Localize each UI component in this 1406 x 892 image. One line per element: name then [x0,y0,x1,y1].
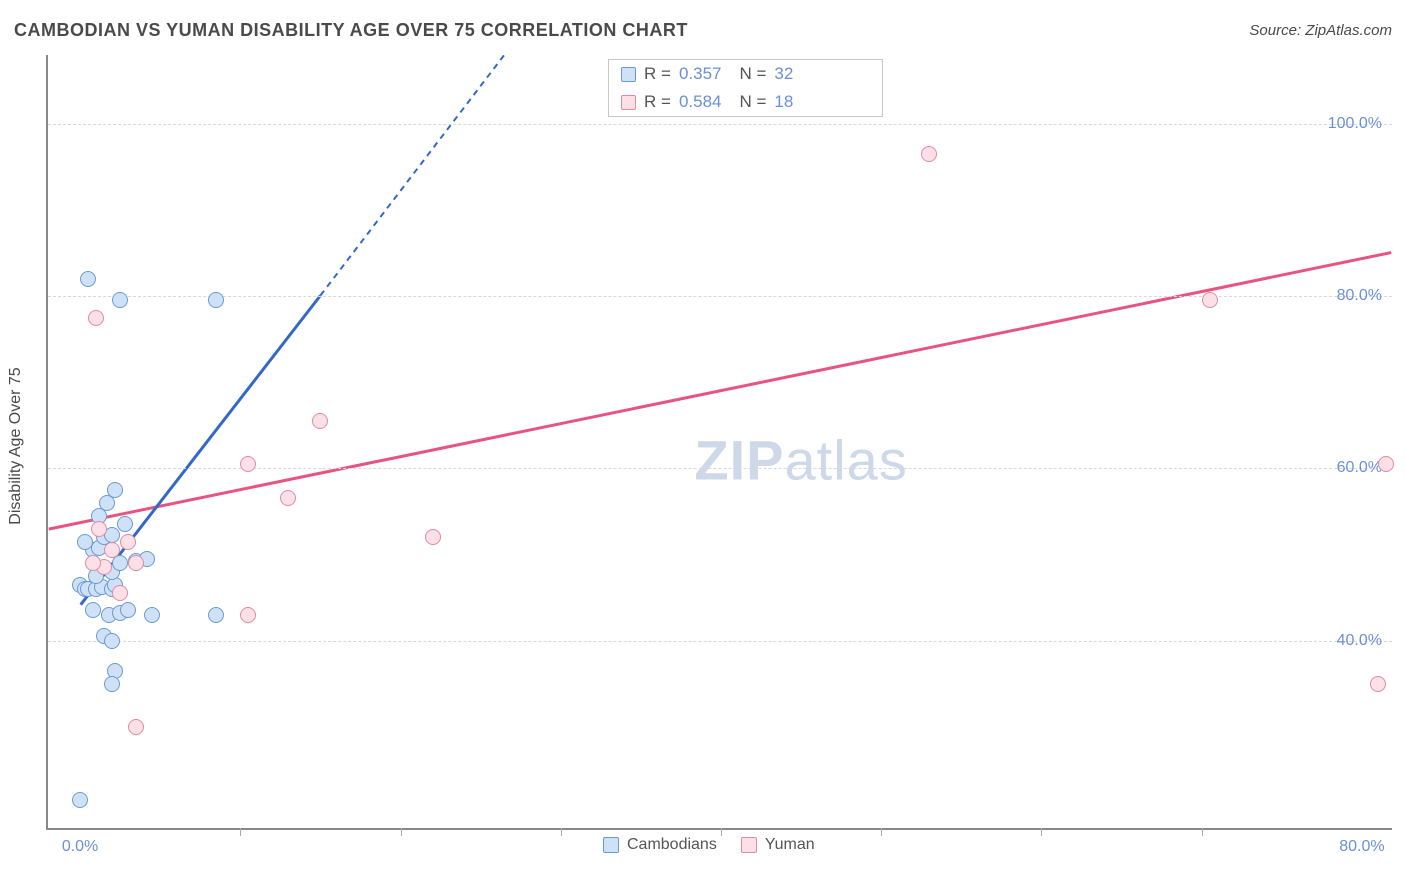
y-axis-label: Disability Age Over 75 [7,367,25,524]
x-tick-mark [1041,828,1042,836]
data-point-yuman [104,542,120,558]
gridline-h [48,296,1392,297]
regression-lines-layer [48,55,1392,828]
data-point-yuman [1370,676,1386,692]
y-tick-label: 100.0% [1328,115,1382,133]
chart-header: CAMBODIAN VS YUMAN DISABILITY AGE OVER 7… [14,20,1392,41]
legend-label: Cambodians [627,836,717,854]
watermark: ZIPatlas [694,427,907,492]
n-value: 32 [774,64,793,84]
source-name: ZipAtlas.com [1305,22,1392,39]
data-point-cambodians [77,534,93,550]
legend-item-cambodians: Cambodians [603,836,717,854]
data-point-yuman [425,529,441,545]
data-point-yuman [91,521,107,537]
data-point-cambodians [85,602,101,618]
regression-line [49,253,1392,530]
data-point-cambodians [117,516,133,532]
data-point-yuman [240,456,256,472]
y-tick-label: 60.0% [1337,459,1382,477]
chart-title: CAMBODIAN VS YUMAN DISABILITY AGE OVER 7… [14,20,688,41]
data-point-yuman [112,585,128,601]
series-swatch [621,67,636,82]
data-point-yuman [240,607,256,623]
x-tick-label: 80.0% [1339,838,1384,856]
data-point-cambodians [72,792,88,808]
source-prefix: Source: [1249,22,1305,39]
data-point-yuman [280,490,296,506]
x-tick-mark [1202,828,1203,836]
data-point-cambodians [208,292,224,308]
data-point-cambodians [208,607,224,623]
chart-legend: Cambodians Yuman [603,836,815,854]
gridline-h [48,641,1392,642]
n-value: 18 [774,92,793,112]
data-point-yuman [921,146,937,162]
x-tick-mark [561,828,562,836]
n-label: N = [739,92,766,112]
gridline-h [48,124,1392,125]
data-point-yuman [1378,456,1394,472]
scatter-plot-area: 40.0%60.0%80.0%100.0%0.0%80.0%ZIPatlas R… [46,55,1392,830]
x-tick-label: 0.0% [62,838,98,856]
legend-item-yuman: Yuman [741,836,815,854]
r-label: R = [644,92,671,112]
data-point-yuman [128,555,144,571]
r-value: 0.357 [679,64,722,84]
data-point-yuman [1202,292,1218,308]
x-tick-mark [240,828,241,836]
n-label: N = [739,64,766,84]
x-tick-mark [401,828,402,836]
data-point-cambodians [104,633,120,649]
stats-row: R = 0.357 N = 32 [609,60,882,88]
data-point-yuman [312,413,328,429]
source-attribution: Source: ZipAtlas.com [1249,22,1392,39]
data-point-cambodians [107,482,123,498]
data-point-cambodians [104,676,120,692]
stats-row: R = 0.584 N = 18 [609,88,882,116]
r-value: 0.584 [679,92,722,112]
data-point-cambodians [120,602,136,618]
regression-line [320,55,504,295]
legend-label: Yuman [765,836,815,854]
data-point-yuman [120,534,136,550]
correlation-stats-box: R = 0.357 N = 32 R = 0.584 N = 18 [608,59,883,117]
r-label: R = [644,64,671,84]
series-swatch [621,95,636,110]
x-tick-mark [881,828,882,836]
data-point-cambodians [112,292,128,308]
data-point-cambodians [144,607,160,623]
data-point-cambodians [80,271,96,287]
data-point-yuman [88,310,104,326]
data-point-yuman [128,719,144,735]
y-tick-label: 40.0% [1337,632,1382,650]
y-tick-label: 80.0% [1337,287,1382,305]
legend-swatch [741,837,757,853]
x-tick-mark [721,828,722,836]
data-point-yuman [85,555,101,571]
legend-swatch [603,837,619,853]
